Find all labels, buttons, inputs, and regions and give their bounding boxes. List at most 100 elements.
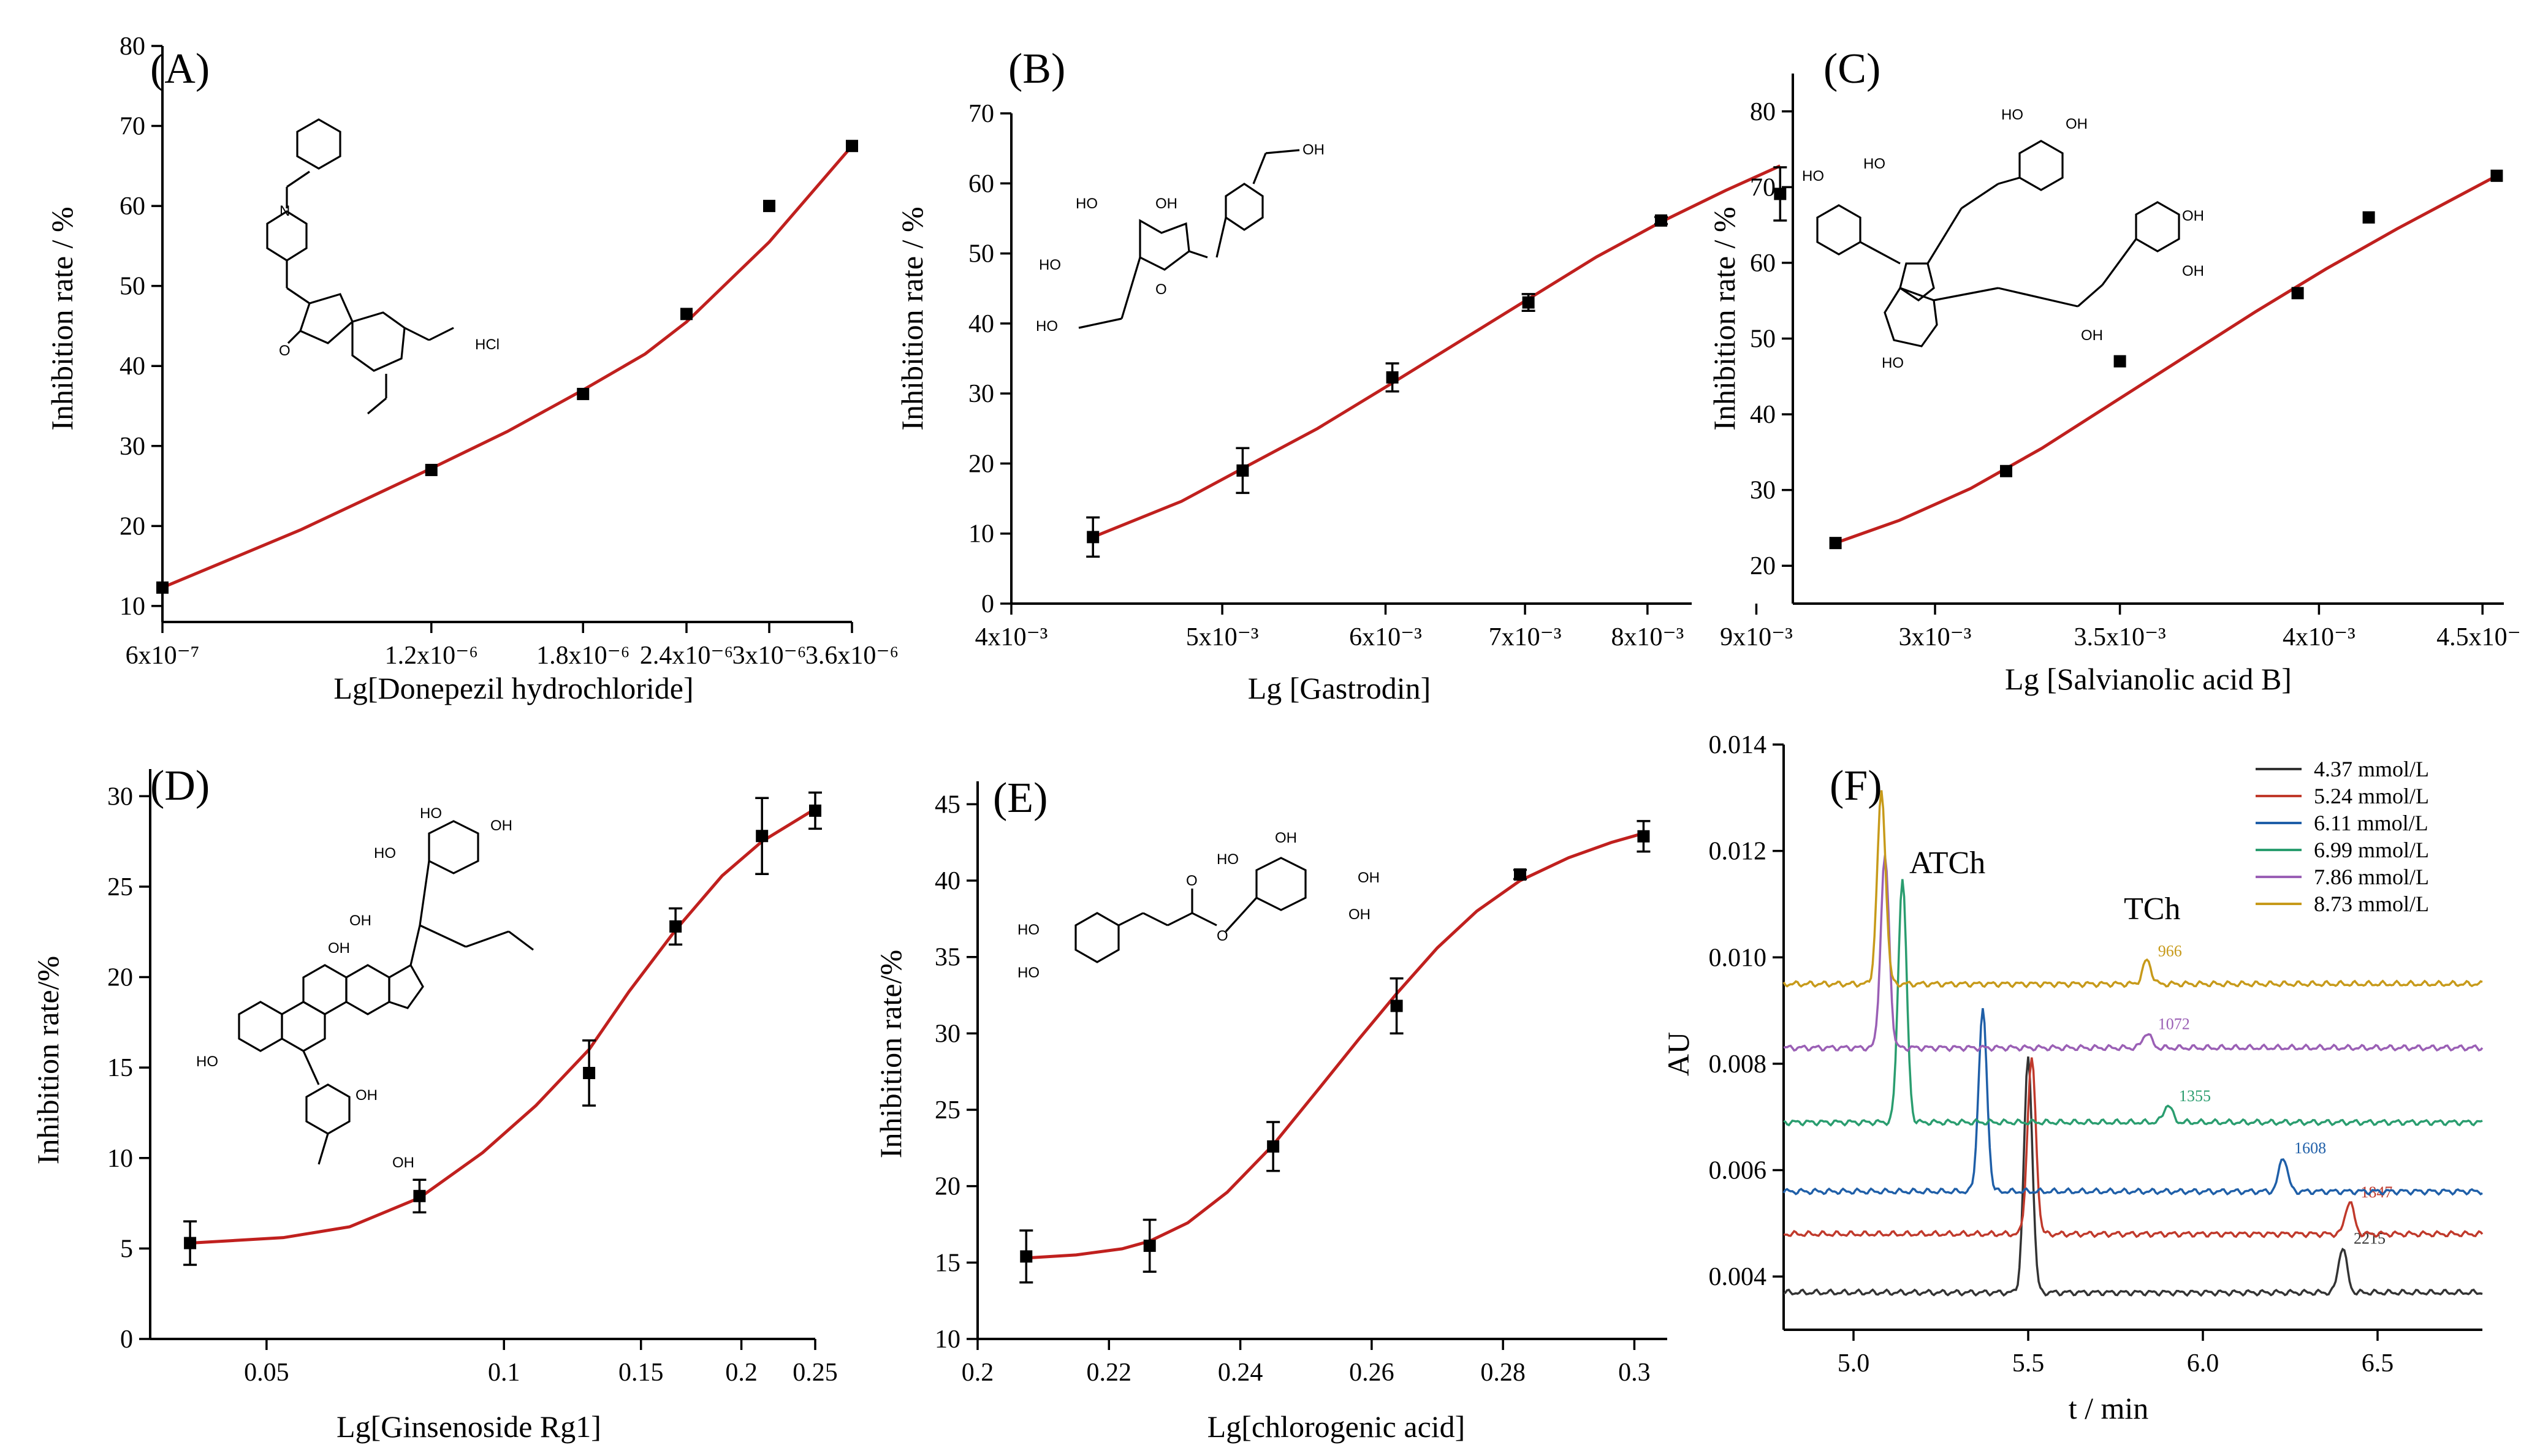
y-tick-label: 80: [1750, 98, 1776, 126]
y-tick-label: 15: [935, 1249, 960, 1277]
x-tick-label: 6.0: [2187, 1349, 2219, 1378]
y-tick-label: 30: [1750, 477, 1776, 505]
peak-label: 1355: [2179, 1087, 2211, 1105]
panel-f-legend: 4.37 mmol/L 5.24 mmol/L 6.11 mmol/L 6.99 mm…: [2256, 757, 2429, 916]
y-tick-label: 20: [935, 1173, 960, 1201]
data-point: [1267, 1140, 1280, 1153]
x-tick-label: 1.8x10⁻⁶: [536, 642, 629, 670]
oh-group: HO: [1036, 318, 1058, 335]
data-point: [184, 1237, 197, 1249]
x-tick-label: 0.2: [725, 1359, 758, 1387]
y-tick-label: 25: [935, 1096, 960, 1124]
data-point: [846, 140, 858, 153]
panel-c-y-title: Inhibition rate / %: [1707, 207, 1741, 430]
y-tick-label: 50: [1750, 325, 1776, 354]
panel-a: (A) Inhibition rate / % Lg[Donepezil hyd…: [45, 32, 899, 705]
x-tick-label: 0.15: [618, 1359, 664, 1387]
data-point: [583, 1067, 596, 1079]
y-tick-label: 30: [120, 433, 145, 461]
y-tick-label: 20: [107, 964, 133, 992]
panel-f: (F) AU t / min ATCh TCh 0.004 0.006 0.008 0…: [1661, 731, 2484, 1425]
panel-b-label: (B): [1008, 45, 1065, 93]
x-tick-label: 0.3: [1618, 1359, 1651, 1387]
y-tick-label: 70: [1750, 173, 1776, 202]
panel-a-y-title: Inhibition rate / %: [45, 207, 79, 430]
data-point: [1087, 531, 1100, 544]
y-tick-label: 40: [935, 867, 960, 895]
data-point: [1514, 868, 1526, 881]
data-point: [2113, 355, 2126, 368]
data-point: [1386, 371, 1399, 384]
x-tick-label: 7x10⁻³: [1489, 623, 1562, 651]
oh-group: OH: [2182, 263, 2204, 279]
panel-e-y-title: Inhibition rate/%: [873, 950, 908, 1158]
data-point: [2000, 464, 2012, 477]
x-tick-label: 3.6x10⁻⁶: [805, 642, 899, 670]
x-tick-label: 0.28: [1480, 1359, 1526, 1387]
peak-label: 1072: [2158, 1015, 2190, 1033]
oh-group: OH: [1358, 870, 1380, 886]
data-point: [1143, 1239, 1156, 1252]
panel-e-x-title: Lg[chlorogenic acid]: [1207, 1409, 1466, 1444]
data-point: [1390, 999, 1403, 1012]
ginsenoside-structure-icon: HO OH OH HO OH HO OH OH: [196, 805, 534, 1171]
y-tick-label: 0.006: [1709, 1157, 1767, 1185]
x-tick-label: 9x10⁻³: [1720, 623, 1793, 651]
y-tick-label: 20: [1750, 552, 1776, 580]
atch-annotation: ATCh: [1909, 846, 1985, 881]
fit-curve: [1092, 164, 1781, 539]
x-tick-label: 1.2x10⁻⁶: [385, 642, 478, 670]
y-tick-label: 70: [120, 113, 145, 141]
y-tick-label: 25: [107, 873, 133, 901]
x-tick-label: 4x10⁻³: [975, 623, 1048, 651]
data-point: [1236, 464, 1249, 477]
gastrodin-structure-icon: OH HO OH HO HO O: [1036, 142, 1325, 335]
chromatogram-trace: [1783, 1056, 2483, 1297]
legend-entry: 7.86 mmol/L: [2314, 865, 2429, 889]
donepezil-structure-icon: N O HCl: [266, 118, 500, 415]
oh-group: OH: [356, 1087, 378, 1104]
data-point: [413, 1189, 426, 1202]
data-point: [2291, 287, 2304, 300]
y-tick-label: 60: [1750, 249, 1776, 278]
data-point: [1020, 1250, 1033, 1263]
data-point: [577, 387, 590, 400]
y-tick-label: 80: [120, 32, 145, 61]
y-tick-label: 10: [968, 520, 994, 548]
panel-e-label: (E): [993, 775, 1048, 822]
y-tick-label: 70: [968, 100, 994, 128]
oh-group: HO: [1039, 257, 1061, 273]
x-tick-label: 0.24: [1218, 1359, 1263, 1387]
y-tick-label: 0.004: [1709, 1263, 1767, 1291]
fit-curve: [1026, 832, 1645, 1260]
data-point: [425, 463, 438, 476]
y-tick-label: 10: [935, 1325, 960, 1354]
oh-group: OH: [328, 940, 350, 957]
y-tick-label: 0.008: [1709, 1050, 1767, 1079]
x-tick-label: 0.25: [793, 1359, 838, 1387]
data-point: [1655, 214, 1668, 227]
oh-group: HO: [1802, 168, 1824, 184]
peak-label: 1608: [2294, 1139, 2326, 1157]
panel-f-y-title: AU: [1661, 1032, 1695, 1076]
oh-group: HO: [420, 805, 442, 822]
y-tick-label: 45: [935, 791, 960, 819]
y-tick-label: 30: [935, 1020, 960, 1048]
y-tick-label: 5: [120, 1235, 133, 1263]
legend-entry: 4.37 mmol/L: [2314, 757, 2429, 781]
oh-group: HO: [2001, 107, 2023, 123]
data-point: [1829, 537, 1842, 550]
y-tick-label: 60: [120, 192, 145, 221]
x-tick-label: 0.1: [488, 1359, 520, 1387]
y-tick-label: 50: [968, 240, 994, 268]
y-tick-label: 35: [935, 944, 960, 972]
x-tick-label: 3x10⁻³: [1899, 623, 1972, 651]
fit-curve: [162, 145, 853, 590]
data-point: [156, 581, 169, 594]
y-tick-label: 0.014: [1709, 731, 1767, 759]
panel-f-x-title: t / min: [2069, 1391, 2149, 1425]
y-tick-label: 20: [120, 512, 145, 540]
y-tick-label: 40: [1750, 401, 1776, 429]
oh-group: HO: [1076, 195, 1098, 212]
